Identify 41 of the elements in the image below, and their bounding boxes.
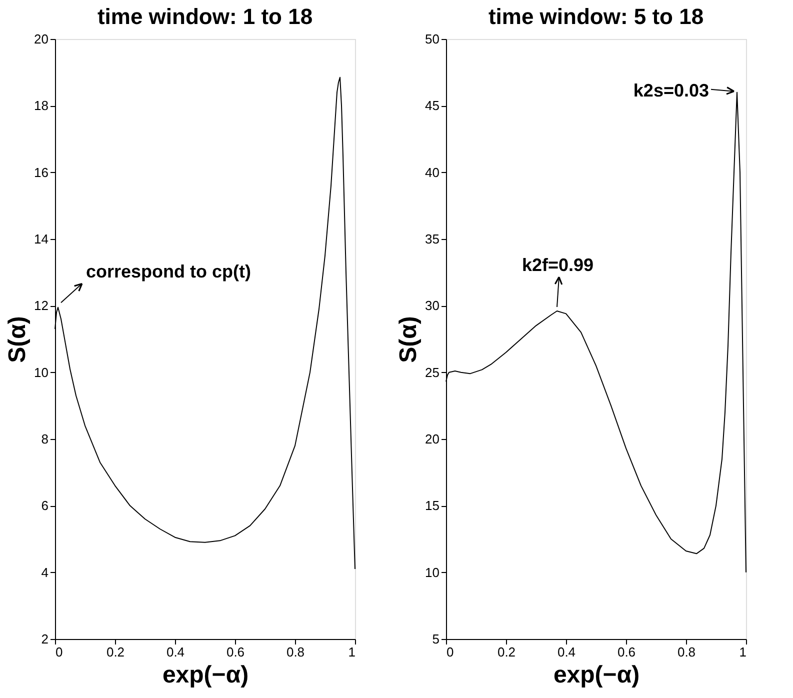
y-tick-label: 30 xyxy=(425,298,440,314)
y-tick-label: 45 xyxy=(425,98,440,114)
y-tick-label: 25 xyxy=(425,364,440,380)
y-axis-title: S(α) xyxy=(395,316,422,363)
x-tick-label: 0.8 xyxy=(677,644,696,660)
y-tick-label: 10 xyxy=(425,564,440,580)
x-tick-label: 0.4 xyxy=(166,644,185,660)
y-tick-label: 16 xyxy=(34,164,48,180)
y-tick-label: 15 xyxy=(425,498,440,514)
y-tick-label: 5 xyxy=(432,632,440,646)
y-tick-label: 50 xyxy=(425,32,440,46)
y-tick-label: 8 xyxy=(41,432,48,446)
x-tick-label: 1 xyxy=(348,644,356,660)
x-tick-label: 0.4 xyxy=(557,644,576,660)
x-tick-label: 0 xyxy=(446,644,454,660)
annotation: k2s=0.03 xyxy=(633,80,709,100)
y-tick-label: 14 xyxy=(34,232,48,246)
annotation: k2f=0.99 xyxy=(522,255,594,275)
x-tick-label: 0.8 xyxy=(286,644,305,660)
y-tick-label: 20 xyxy=(425,432,440,446)
x-tick-label: 0.2 xyxy=(497,644,516,660)
chart-title: time window: 5 to 18 xyxy=(488,4,704,29)
x-tick-label: 1 xyxy=(739,644,746,660)
x-tick-label: 0.2 xyxy=(106,644,125,660)
y-tick-label: 40 xyxy=(425,164,440,180)
x-tick-label: 0 xyxy=(56,644,63,660)
y-tick-label: 6 xyxy=(41,498,48,514)
chart-title: time window: 1 to 18 xyxy=(97,4,313,29)
x-tick-label: 0.6 xyxy=(226,644,245,660)
y-tick-label: 10 xyxy=(34,364,48,380)
y-tick-label: 12 xyxy=(34,298,48,314)
y-tick-label: 20 xyxy=(34,32,48,46)
x-axis-title: exp(−α) xyxy=(553,662,640,688)
annotation: correspond to cp(t) xyxy=(86,262,252,282)
y-tick-label: 35 xyxy=(425,232,440,246)
y-tick-label: 4 xyxy=(41,564,48,580)
y-tick-label: 2 xyxy=(41,632,48,646)
x-tick-label: 0.6 xyxy=(617,644,636,660)
y-axis-title: S(α) xyxy=(4,316,32,363)
y-tick-label: 18 xyxy=(34,98,48,114)
x-axis-title: exp(−α) xyxy=(162,662,249,688)
